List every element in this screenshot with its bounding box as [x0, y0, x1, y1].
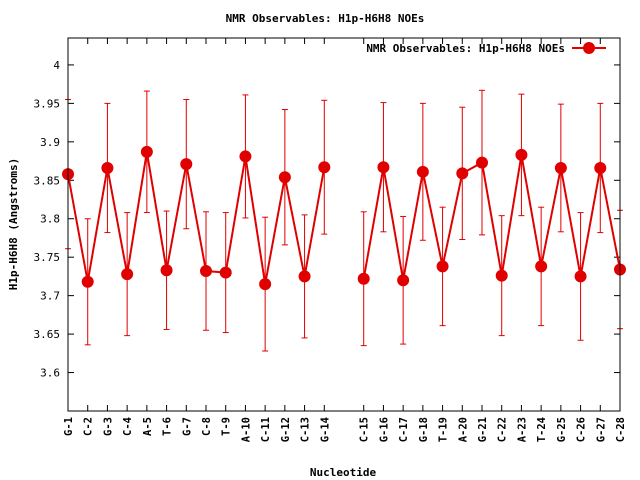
x-tick-label: A-20 [457, 417, 469, 442]
x-axis-label: Nucleotide [310, 466, 377, 479]
legend-marker [583, 42, 595, 54]
x-tick-label: G-27 [595, 417, 607, 442]
data-point [121, 268, 134, 281]
x-tick-label: G-16 [378, 417, 390, 442]
data-point [298, 270, 311, 283]
x-tick-label: G-1 [63, 417, 75, 436]
data-point [574, 270, 587, 283]
legend: NMR Observables: H1p-H6H8 NOEs [366, 42, 606, 55]
data-point [239, 150, 252, 163]
legend-label: NMR Observables: H1p-H6H8 NOEs [366, 42, 565, 55]
x-tick-label: C-4 [122, 417, 134, 436]
data-point [219, 266, 232, 279]
x-tick-label: C-13 [300, 417, 312, 442]
series-layer [62, 89, 626, 352]
x-tick-label: G-18 [418, 417, 430, 442]
data-point [416, 165, 429, 178]
data-point [495, 269, 508, 282]
x-tick-label: A-5 [142, 417, 154, 436]
data-point [200, 265, 212, 278]
x-tick-label: T-6 [162, 417, 174, 436]
x-tick-label: T-9 [221, 417, 233, 436]
data-point [377, 161, 390, 174]
x-tick-label: C-8 [201, 417, 213, 436]
x-tick-label: T-19 [438, 417, 450, 442]
data-point [180, 158, 193, 171]
x-tick-label: G-7 [181, 417, 193, 436]
y-tick-label: 3.95 [34, 97, 61, 110]
y-tick-label: 3.65 [34, 328, 61, 341]
y-axis-label: H1p-H6H8 (Angstroms) [7, 158, 20, 290]
x-tick-label: A-23 [516, 417, 528, 442]
y-tick-label: 3.9 [40, 136, 60, 149]
x-axis: G-1 C-2 G-3 C-4 A-5 T-6 G-7 C-8 T-9 A-10 C-11 G-12 C… [63, 38, 627, 442]
data-point [259, 278, 272, 291]
plot-frame [67, 37, 621, 412]
x-tick-label: G-21 [477, 417, 489, 442]
chart-title: NMR Observables: H1p-H6H8 NOEs [226, 12, 425, 25]
x-tick-label: C-28 [615, 417, 627, 442]
data-point [357, 272, 370, 285]
x-tick-label: G-3 [102, 417, 114, 436]
y-tick-label: 3.8 [40, 213, 60, 226]
x-tick-label: G-12 [280, 417, 292, 442]
series-line [362, 154, 621, 281]
y-tick-label: 3.6 [40, 367, 60, 380]
series-line [67, 151, 326, 285]
data-point [594, 161, 607, 174]
x-tick-label: C-26 [576, 417, 588, 442]
y-tick-label: 3.7 [40, 290, 60, 303]
data-point [554, 161, 567, 174]
x-tick-label: T-24 [536, 417, 548, 442]
x-tick-label: C-2 [83, 417, 95, 436]
x-tick-label: C-15 [359, 417, 371, 442]
x-tick-label: C-11 [260, 417, 272, 442]
data-point [397, 274, 410, 287]
data-point [436, 260, 449, 273]
data-point [515, 148, 528, 161]
x-tick-label: G-14 [319, 417, 331, 442]
x-tick-label: G-25 [556, 417, 568, 442]
data-point [476, 156, 488, 169]
y-tick-label: 4 [53, 59, 60, 72]
data-point [160, 264, 173, 277]
data-point [278, 171, 291, 184]
x-tick-label: C-17 [398, 417, 410, 442]
y-tick-label: 3.75 [34, 251, 61, 264]
data-point [535, 260, 548, 273]
data-point [140, 145, 153, 158]
x-tick-label: A-10 [240, 417, 252, 442]
data-point [456, 167, 469, 180]
y-tick-label: 3.85 [34, 174, 61, 187]
data-point [101, 161, 114, 174]
data-point [318, 161, 331, 174]
data-point [81, 275, 94, 288]
x-tick-label: C-22 [497, 417, 509, 442]
